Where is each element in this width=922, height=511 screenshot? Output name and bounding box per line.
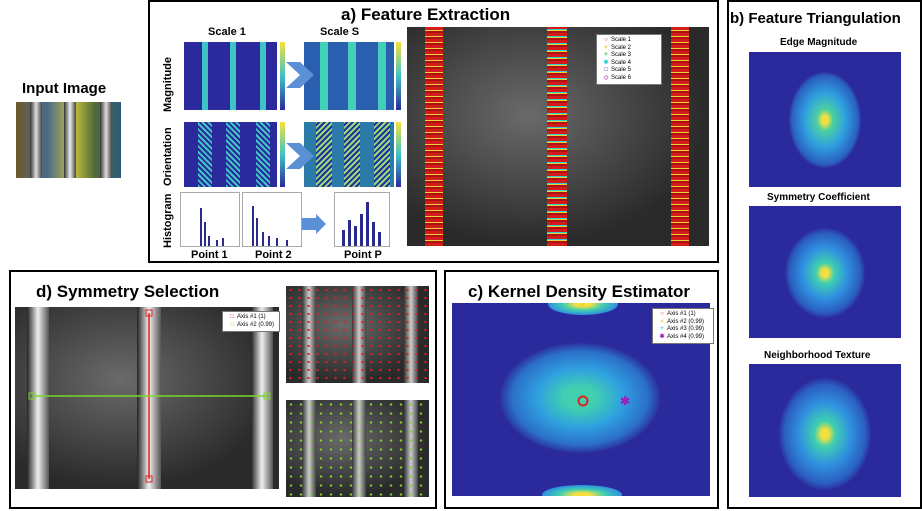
edge-magnitude-map (749, 52, 901, 187)
point2-label: Point 2 (255, 249, 292, 261)
pointP-label: Point P (344, 249, 382, 261)
orientation-scaleS-plot (304, 122, 394, 187)
kde-axis-markers: ✱ × (577, 303, 630, 408)
scale-legend: ○ Scale 1 × Scale 2 + Scale 3 ✱ Scale 4 □ Sca… (596, 34, 662, 85)
neighborhood-texture-map (749, 364, 901, 497)
magnitude-label: Magnitude (162, 57, 174, 112)
svg-text:×: × (579, 303, 584, 309)
histogram-pointP (334, 192, 390, 247)
symmetry-selection-image (15, 307, 279, 489)
input-image (16, 102, 121, 178)
svg-text:✱: ✱ (620, 394, 630, 408)
arrow-right-icon (286, 143, 314, 169)
axis-legend-d: □ Axis #1 (1) □ Axis #2 (0.99) (222, 311, 280, 332)
edge-magnitude-label: Edge Magnitude (780, 37, 858, 48)
point1-label: Point 1 (191, 249, 228, 261)
orientation-scale1-plot (184, 122, 277, 187)
scaleS-label: Scale S (320, 26, 360, 38)
feature-overlay-image (407, 27, 709, 246)
axis-legend-c: ○ Axis #1 (1) × Axis #2 (0.99) + Axis #3 (0… (652, 308, 714, 344)
magnitude-scale1-plot (184, 42, 277, 110)
axis-overlay (28, 309, 271, 483)
scale1-label: Scale 1 (208, 26, 246, 38)
input-image-title: Input Image (22, 80, 107, 97)
arrow-right-icon (286, 62, 314, 88)
magnitude-scaleS-plot (304, 42, 394, 110)
symmetry-coefficient-map (749, 206, 901, 338)
histogram-label: Histogram (162, 193, 174, 248)
orientation-label: Orientation (162, 127, 174, 186)
histogram-point1 (180, 192, 240, 247)
panel-b-title: b) Feature Triangulation (730, 10, 901, 27)
green-feature-points-image (286, 400, 429, 497)
panel-a-title: a) Feature Extraction (341, 5, 511, 24)
histogram-point2 (242, 192, 302, 247)
arrow-right-icon (300, 214, 326, 234)
neighborhood-texture-label: Neighborhood Texture (764, 350, 871, 361)
symmetry-coefficient-label: Symmetry Coefficient (767, 192, 870, 203)
panel-c-title: c) Kernel Density Estimator (468, 282, 691, 301)
red-feature-points-image (286, 286, 429, 383)
panel-d-title: d) Symmetry Selection (36, 282, 220, 301)
